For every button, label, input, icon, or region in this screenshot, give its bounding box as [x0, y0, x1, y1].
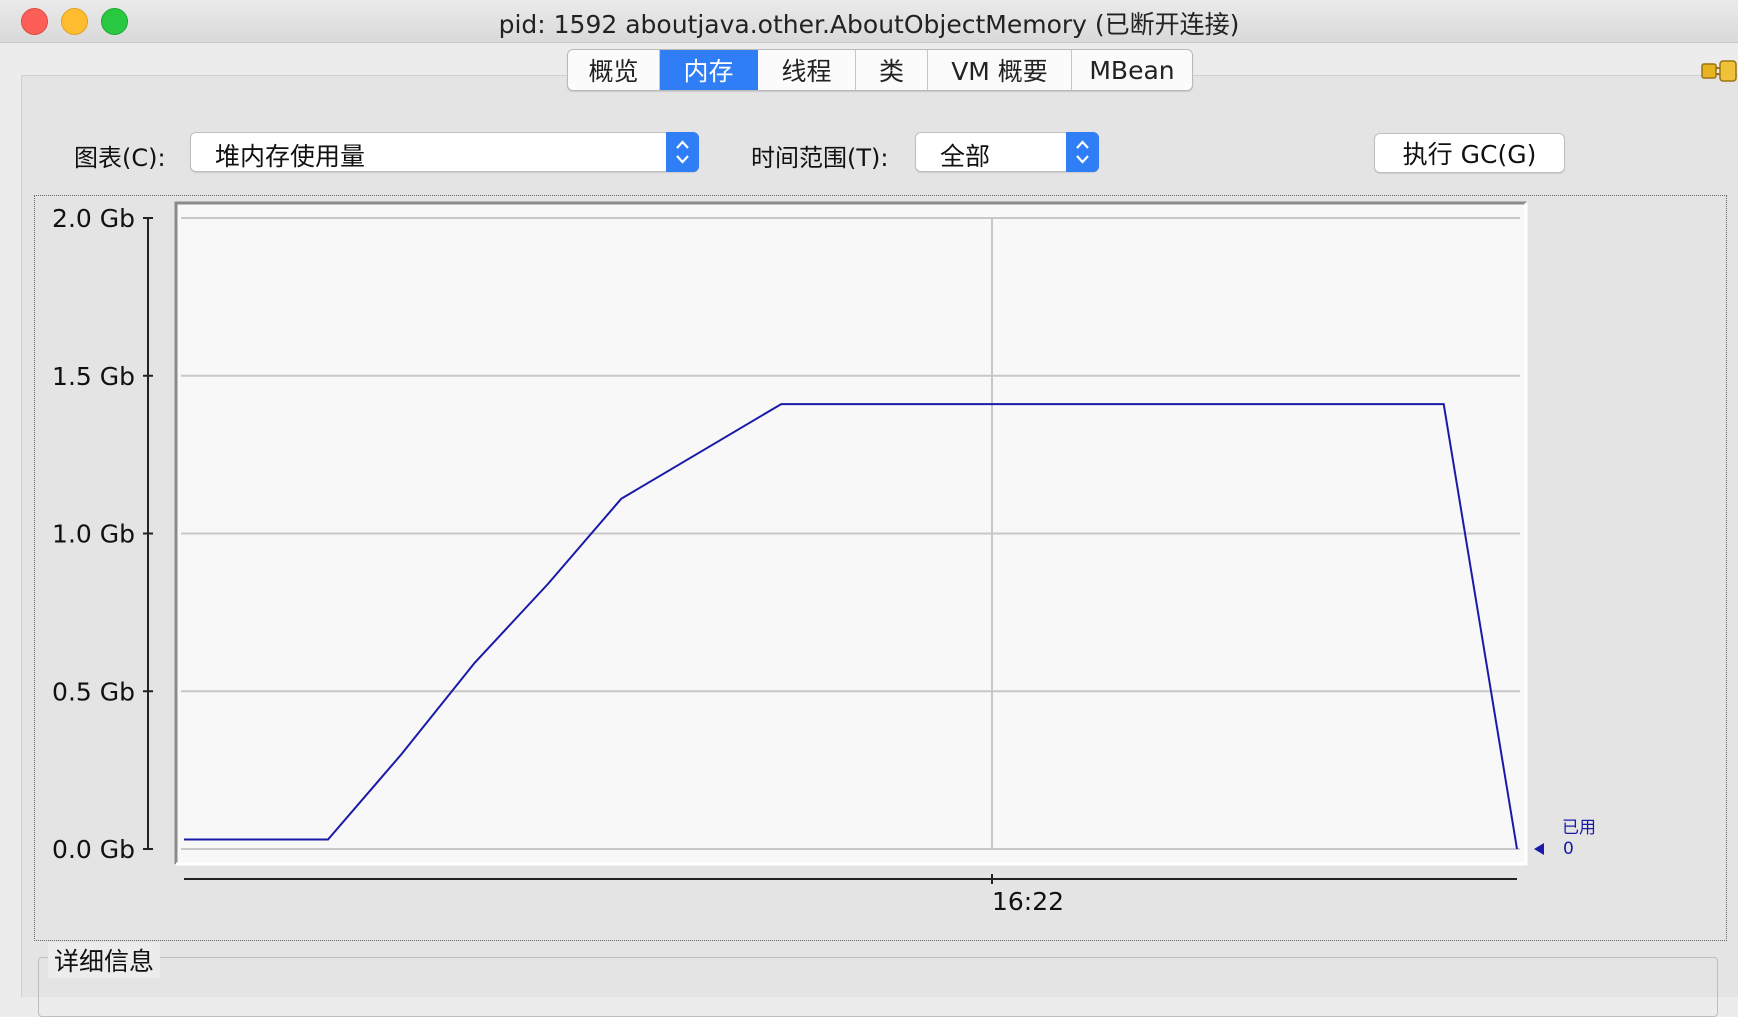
- chevron-up-down-icon: [666, 132, 699, 172]
- time-range-label: 时间范围(T):: [751, 144, 889, 172]
- tab-classes[interactable]: 类: [856, 50, 928, 90]
- tab-bar: 概览 内存 线程 类 VM 概要 MBean: [567, 49, 1193, 91]
- chart-select-label: 图表(C):: [74, 144, 166, 172]
- tab-vm-summary[interactable]: VM 概要: [928, 50, 1072, 90]
- zoom-window-button[interactable]: [101, 8, 128, 35]
- tab-overview[interactable]: 概览: [568, 50, 660, 90]
- details-panel: [38, 957, 1718, 1017]
- perform-gc-button[interactable]: 执行 GC(G): [1374, 133, 1565, 173]
- window-title: pid: 1592 aboutjava.other.AboutObjectMem…: [498, 10, 1240, 39]
- title-bar: pid: 1592 aboutjava.other.AboutObjectMem…: [0, 0, 1738, 43]
- tab-threads[interactable]: 线程: [758, 50, 856, 90]
- time-range-select[interactable]: 全部: [915, 132, 1099, 172]
- chart-type-select[interactable]: 堆内存使用量: [190, 132, 699, 172]
- minimize-window-button[interactable]: [61, 8, 88, 35]
- tab-mbean[interactable]: MBean: [1089, 55, 1175, 85]
- chevron-up-down-icon: [1066, 132, 1099, 172]
- connection-plug-icon[interactable]: [1700, 56, 1738, 86]
- details-panel-title: 详细信息: [48, 942, 161, 978]
- tab-memory[interactable]: 内存: [660, 50, 758, 90]
- time-range-value: 全部: [940, 142, 991, 171]
- chart-frame: [34, 195, 1727, 941]
- close-window-button[interactable]: [21, 8, 48, 35]
- chart-type-value: 堆内存使用量: [215, 142, 366, 171]
